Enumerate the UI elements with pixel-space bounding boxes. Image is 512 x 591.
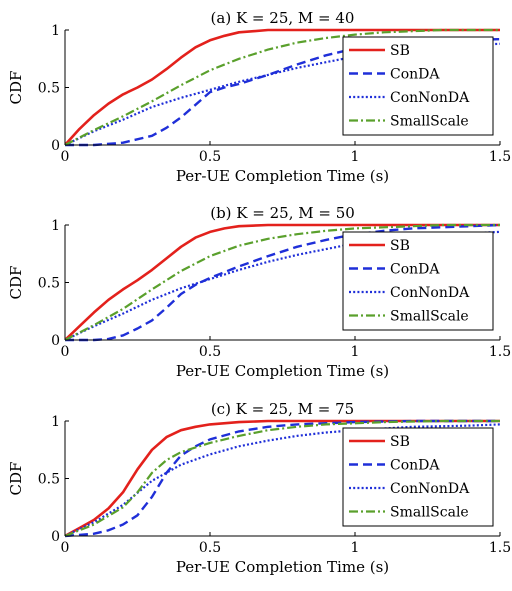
y-tick-label: 0.5 [38,81,60,97]
series-line-smallscale [65,419,500,538]
y-tick-label: 0 [51,138,60,154]
series-line-conda [65,223,500,342]
series-line-smallscale [65,223,500,341]
y-axis-label: CDF [7,71,25,105]
series-line-conda [65,38,500,147]
legend-label-conda: ConDA [390,262,440,278]
legend: SB ConDA ConNonDA SmallScale [342,36,494,136]
chart-title: (b) K = 25, M = 50 [210,204,355,222]
y-tick-label: 0 [51,333,60,349]
chart-title: (c) K = 25, M = 75 [211,400,354,418]
y-axis-label: CDF [7,266,25,300]
legend-label-sb: SB [390,434,410,450]
legend: SB ConDA ConNonDA SmallScale [342,231,494,331]
chart-title: (a) K = 25, M = 40 [211,9,355,27]
x-tick-label: 1 [351,344,360,360]
legend-label-connonda: ConNonDA [390,481,470,497]
x-tick-label: 0.5 [199,344,221,360]
legend-label-conda: ConDA [390,67,440,83]
y-tick-label: 1 [51,218,60,234]
y-tick-label: 0 [51,529,60,545]
x-tick-label: 0 [61,540,70,556]
x-tick-label: 1.5 [489,149,511,165]
legend-label-conda: ConDA [390,458,440,474]
legend-box [342,36,494,136]
x-tick-label: 0 [61,149,70,165]
chart-panel-a: (a) K = 25, M = 40 0 0.5 1 1.5 0 0.5 1 Per-UE Co… [7,9,511,185]
legend-label-sb: SB [390,238,410,254]
series-line-sb [65,223,500,341]
x-tick-label: 1.5 [489,344,511,360]
x-tick-label: 1.5 [489,540,511,556]
legend: SB ConDA ConNonDA SmallScale [342,427,494,527]
y-axis-label: CDF [7,462,25,496]
series-lines [65,419,500,538]
x-axis-label: Per-UE Completion Time (s) [176,167,389,185]
x-tick-label: 0.5 [199,540,221,556]
x-axis-label: Per-UE Completion Time (s) [176,362,389,380]
y-tick-label: 0.5 [38,472,60,488]
legend-label-smallscale: SmallScale [390,505,469,521]
series-line-smallscale [65,28,500,146]
x-tick-label: 1 [351,149,360,165]
series-line-sb [65,419,500,538]
y-tick-label: 1 [51,414,60,430]
legend-label-smallscale: SmallScale [390,309,469,325]
legend-label-sb: SB [390,43,410,59]
x-tick-label: 1 [351,540,360,556]
chart-panel-c: (c) K = 25, M = 75 0 0.5 1 1.5 0 0.5 1 Per-UE Co… [7,400,511,576]
series-line-sb [65,28,500,146]
y-tick-label: 1 [51,23,60,39]
legend-box [342,427,494,527]
legend-label-connonda: ConNonDA [390,90,470,106]
chart-panel-b: (b) K = 25, M = 50 0 0.5 1 1.5 0 0.5 1 Per-UE Co… [7,204,511,380]
x-axis-label: Per-UE Completion Time (s) [176,558,389,576]
y-tick-label: 0.5 [38,276,60,292]
x-tick-label: 0 [61,344,70,360]
legend-label-connonda: ConNonDA [390,285,470,301]
legend-label-smallscale: SmallScale [390,114,469,130]
legend-box [342,231,494,331]
x-tick-label: 0.5 [199,149,221,165]
